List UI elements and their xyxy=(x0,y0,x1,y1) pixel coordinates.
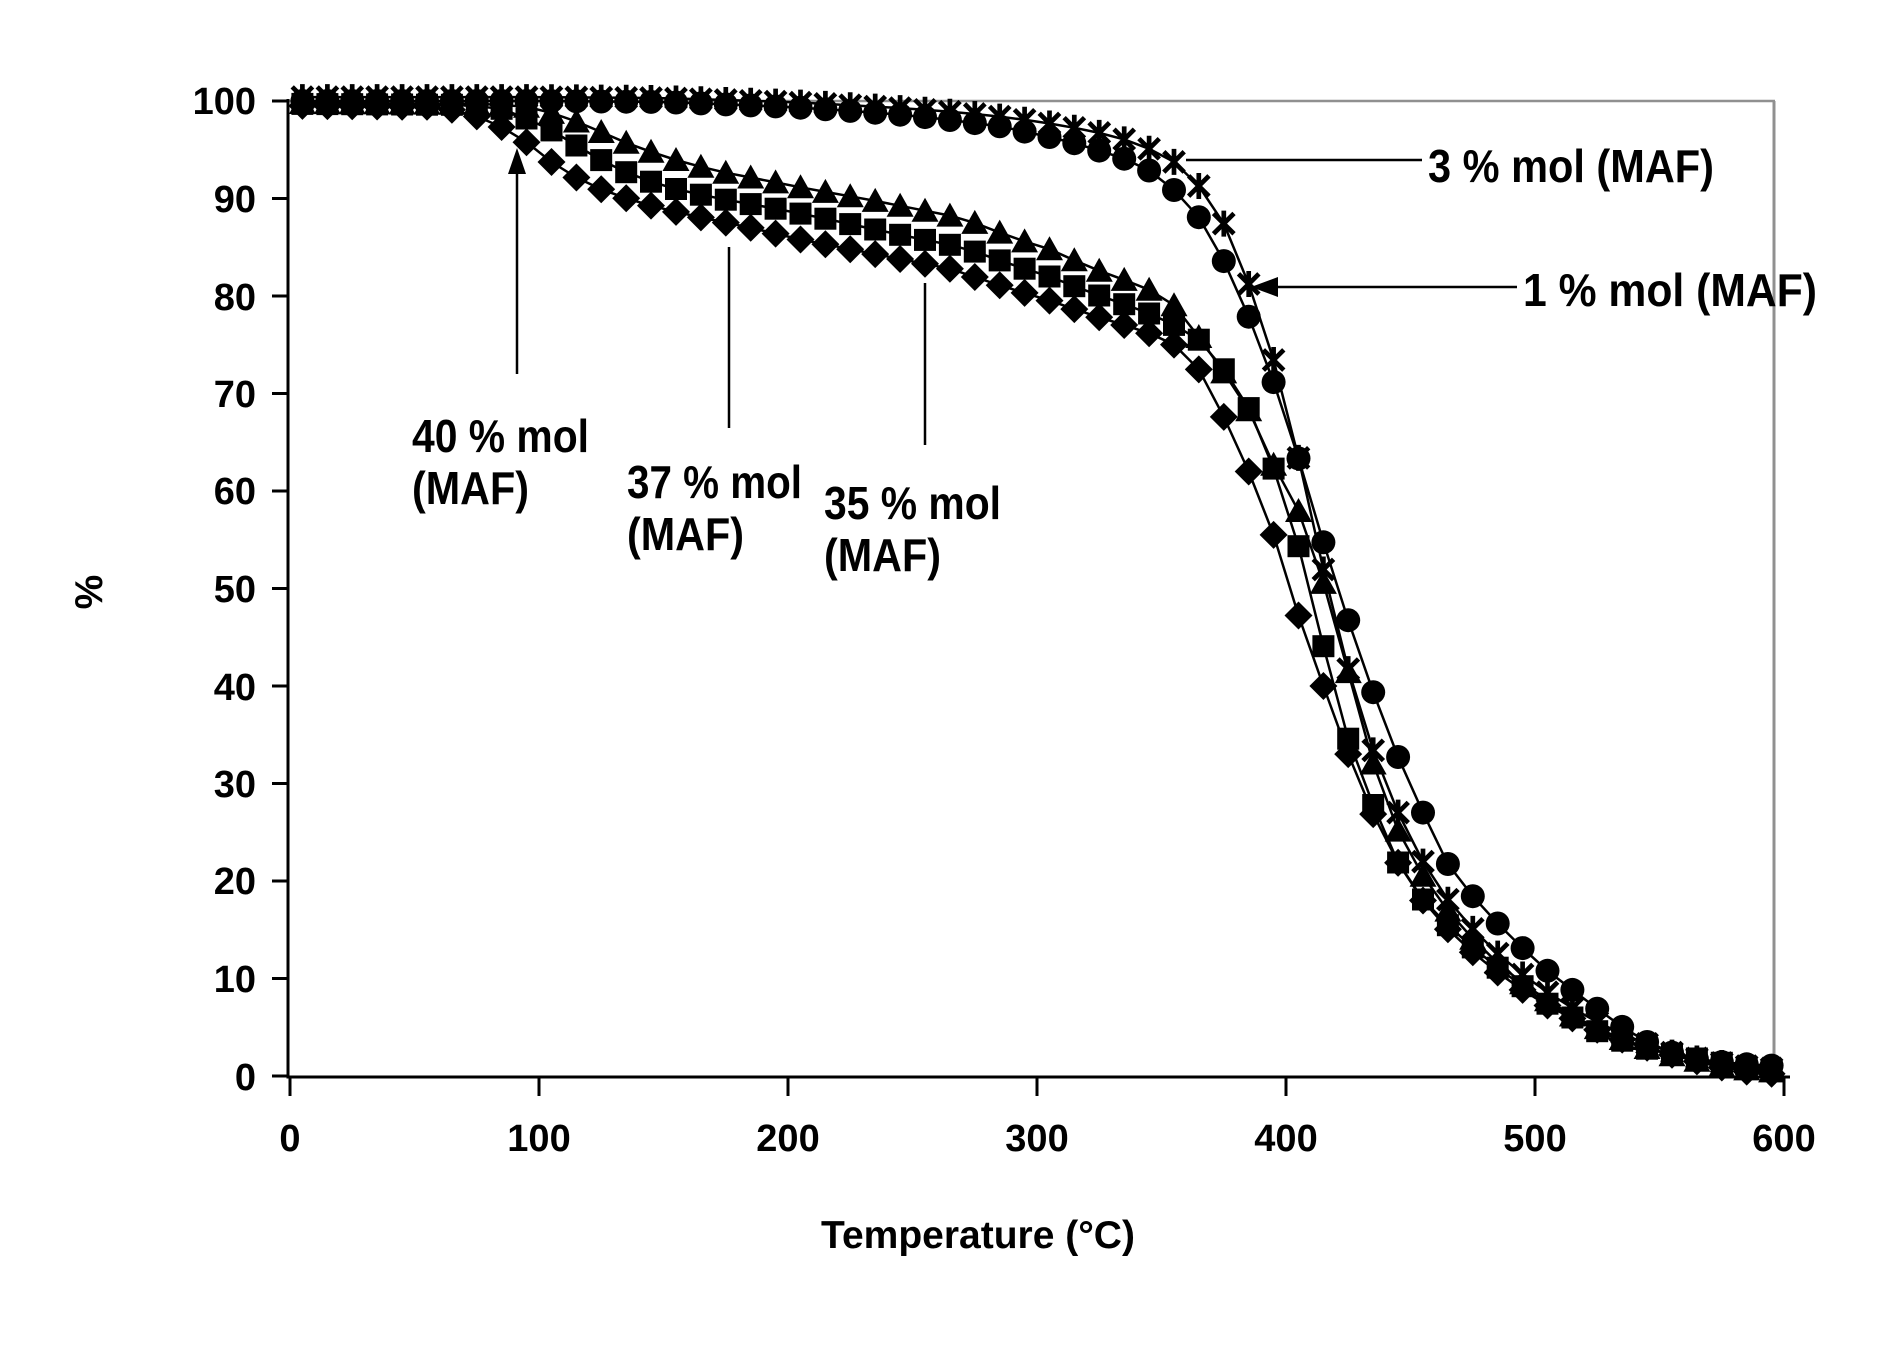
svg-text:40 % mol: 40 % mol xyxy=(412,410,589,462)
svg-text:500: 500 xyxy=(1503,1118,1566,1160)
svg-text:1 % mol (MAF): 1 % mol (MAF) xyxy=(1523,264,1817,316)
svg-text:300: 300 xyxy=(1005,1118,1068,1160)
svg-text:100: 100 xyxy=(507,1118,570,1160)
svg-text:35 % mol: 35 % mol xyxy=(824,477,1001,529)
svg-text:Temperature (°C): Temperature (°C) xyxy=(821,1214,1135,1257)
svg-text:80: 80 xyxy=(214,277,256,319)
svg-text:90: 90 xyxy=(214,179,256,221)
svg-text:60: 60 xyxy=(214,471,256,513)
svg-text:200: 200 xyxy=(756,1118,819,1160)
svg-text:100: 100 xyxy=(193,81,256,123)
svg-text:70: 70 xyxy=(214,374,256,416)
svg-text:(MAF): (MAF) xyxy=(627,508,744,560)
svg-text:0: 0 xyxy=(279,1118,300,1160)
svg-text:%: % xyxy=(68,575,111,610)
svg-text:37 % mol: 37 % mol xyxy=(627,456,802,508)
svg-text:0: 0 xyxy=(235,1057,256,1099)
svg-text:400: 400 xyxy=(1254,1118,1317,1160)
svg-text:3 % mol (MAF): 3 % mol (MAF) xyxy=(1428,140,1714,192)
svg-text:50: 50 xyxy=(214,569,256,611)
svg-text:10: 10 xyxy=(214,959,256,1001)
svg-text:20: 20 xyxy=(214,861,256,903)
svg-text:(MAF): (MAF) xyxy=(412,462,529,514)
svg-text:30: 30 xyxy=(214,764,256,806)
svg-text:(MAF): (MAF) xyxy=(824,529,941,581)
svg-text:600: 600 xyxy=(1752,1118,1815,1160)
svg-text:40: 40 xyxy=(214,667,256,709)
